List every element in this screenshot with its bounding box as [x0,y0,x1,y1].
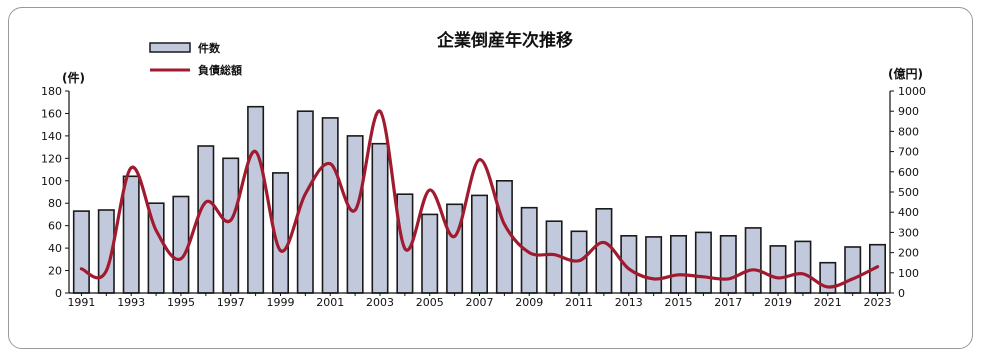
bar-2002 [346,135,364,294]
right-tick-label: 900 [898,105,919,118]
bar-2008 [495,180,513,294]
x-tick-label: 2003 [366,296,394,309]
bar-1996 [197,145,215,294]
right-tick-label: 400 [898,206,919,219]
x-tick-label: 2015 [665,296,693,309]
right-tick-label: 100 [898,267,919,280]
chart-title: 企業倒産年次推移 [436,30,573,51]
legend-line-label: 負債総額 [198,63,242,77]
bar-2015 [669,235,687,294]
debt-total-line [79,109,880,289]
right-tick-label: 800 [898,125,919,138]
left-axis-unit: (件) [62,70,85,85]
left-tick-label: 100 [41,175,62,188]
legend: 件数 負債総額 [149,41,242,77]
right-tick-label: 300 [898,226,919,239]
x-tick-label: 2005 [416,296,444,309]
left-tick-label: 40 [48,242,62,255]
left-tick-label: 120 [41,152,62,165]
x-tick-label: 1999 [266,296,294,309]
left-tick-label: 80 [48,197,62,210]
left-tick-label: 60 [48,220,62,233]
bar-1998 [247,105,265,294]
bar-1993 [122,175,140,294]
bar-2001 [321,117,339,294]
right-tick-label: 0 [898,287,905,300]
bar-2005 [421,213,439,294]
legend-bar-swatch [149,42,191,53]
legend-bar-label: 件数 [198,41,221,55]
left-tick-label: 20 [48,265,62,278]
bar-2007 [470,194,488,294]
bar-2022 [844,246,862,294]
x-tick-label: 2021 [814,296,842,309]
bar-2017 [719,235,737,294]
bar-2003 [371,142,389,294]
right-tick-label: 600 [898,166,919,179]
x-tick-label: 2013 [615,296,643,309]
bar-2016 [694,231,712,294]
x-tick-label: 1991 [67,296,95,309]
bar-2014 [645,236,663,294]
bar-1991 [72,210,90,294]
x-tick-label: 2023 [864,296,892,309]
x-tick-label: 2009 [515,296,543,309]
bar-1997 [222,157,240,294]
x-tick-label: 2017 [714,296,742,309]
bar-2000 [296,110,314,294]
x-tick-label: 2007 [466,296,494,309]
bar-1995 [172,195,190,294]
left-tick-label: 180 [41,85,62,98]
right-axis-unit: (億円) [888,66,923,81]
x-tick-label: 1995 [167,296,195,309]
right-tick-label: 1000 [898,85,926,98]
x-tick-label: 2011 [565,296,593,309]
x-tick-label: 2019 [764,296,792,309]
right-tick-label: 700 [898,146,919,159]
right-tick-label: 500 [898,186,919,199]
bar-2018 [744,227,762,294]
x-tick-label: 1997 [217,296,245,309]
bar-2019 [769,245,787,294]
left-tick-label: 0 [55,287,62,300]
right-tick-label: 200 [898,247,919,260]
x-tick-label: 2001 [316,296,344,309]
x-tick-label: 1993 [117,296,145,309]
bar-2012 [595,208,613,294]
left-tick-label: 160 [41,107,62,120]
left-tick-label: 140 [41,130,62,143]
bar-2020 [794,240,812,294]
bar-2006 [446,203,464,294]
